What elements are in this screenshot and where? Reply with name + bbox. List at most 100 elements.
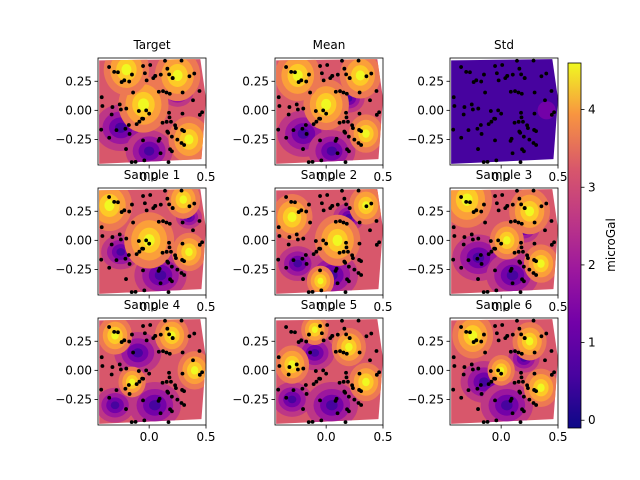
observation-point	[130, 72, 134, 77]
observation-point	[532, 111, 537, 116]
observation-point	[476, 277, 480, 281]
observation-point	[284, 195, 288, 199]
x-tick-label: 0.5	[373, 170, 392, 184]
colorbar-ticks: 0 1 2 3 4	[581, 103, 596, 427]
observation-point	[167, 370, 171, 375]
observation-point	[359, 273, 364, 277]
observation-point	[142, 331, 147, 336]
panel-title: Std	[494, 38, 514, 52]
field-high	[503, 236, 511, 245]
observation-point	[304, 209, 309, 214]
observation-point	[525, 383, 530, 388]
observation-point	[299, 208, 304, 213]
observation-point	[464, 199, 469, 204]
observation-point	[311, 382, 316, 387]
observation-point	[344, 351, 349, 356]
observation-point	[127, 209, 132, 214]
y-tick-label: 0.00	[417, 233, 444, 247]
observation-point	[377, 240, 382, 245]
observation-point	[324, 111, 329, 116]
observation-point	[344, 91, 349, 96]
observation-point	[499, 241, 504, 246]
observation-point	[518, 420, 523, 425]
observation-point	[197, 219, 202, 223]
observation-point	[99, 257, 104, 262]
observation-point	[187, 334, 192, 339]
observation-point	[99, 95, 104, 100]
observation-point	[301, 236, 306, 241]
observation-point	[200, 370, 205, 375]
observation-point	[461, 112, 466, 117]
colorbar-gradient	[567, 62, 582, 429]
observation-point	[151, 76, 156, 81]
y-tick-label: −0.25	[232, 262, 269, 276]
observation-point	[459, 195, 463, 199]
observation-point	[123, 386, 128, 391]
observation-point	[347, 206, 352, 211]
axes-frame	[274, 317, 384, 426]
observation-point	[482, 202, 486, 207]
observation-point	[130, 332, 134, 337]
observation-point	[141, 64, 145, 68]
observation-point	[114, 258, 119, 263]
observation-point	[344, 370, 348, 375]
axes-frame	[274, 187, 384, 296]
observation-point	[356, 58, 361, 63]
observation-point	[317, 376, 322, 381]
observation-point	[117, 362, 122, 367]
observation-point	[180, 111, 185, 116]
observation-point	[451, 95, 456, 100]
observation-point	[164, 350, 169, 355]
observation-point	[485, 289, 490, 294]
observation-point	[503, 336, 508, 341]
observation-point	[319, 71, 324, 76]
observation-point	[493, 194, 497, 198]
observation-point	[163, 58, 167, 63]
field-low	[501, 400, 513, 411]
observation-point	[321, 108, 326, 113]
observation-point	[123, 256, 128, 261]
observation-point	[182, 143, 187, 147]
observation-point	[99, 387, 104, 392]
observation-point	[147, 371, 152, 376]
field-low	[326, 400, 338, 411]
y-tick-label: −0.25	[232, 132, 269, 146]
observation-point	[284, 135, 289, 140]
observation-point	[144, 208, 149, 213]
observation-point	[321, 338, 326, 343]
observation-point	[156, 349, 161, 354]
observation-point	[340, 58, 344, 63]
observation-point	[346, 264, 351, 269]
observation-point	[374, 242, 379, 247]
panel-title: Sample 2	[301, 168, 357, 182]
axes-frame	[449, 187, 559, 296]
observation-point	[300, 126, 305, 131]
observation-point	[295, 367, 300, 372]
observation-point	[518, 390, 523, 395]
observation-point	[519, 91, 524, 96]
observation-point	[167, 202, 172, 207]
observation-point	[341, 350, 346, 355]
observation-point	[325, 323, 330, 327]
y-tick-label: −0.25	[407, 262, 444, 276]
observation-point	[179, 188, 184, 193]
observation-point	[122, 338, 127, 343]
observation-point	[369, 201, 374, 206]
observation-point	[341, 379, 346, 384]
observation-point	[520, 277, 524, 282]
observation-point	[492, 116, 497, 121]
observation-point	[142, 158, 147, 163]
observation-point	[478, 383, 483, 387]
panel-3: 0.25 0.00 −0.25 0.0 0.5 Sample 1	[55, 168, 215, 314]
observation-point	[163, 318, 167, 323]
observation-point	[469, 102, 474, 107]
observation-point	[486, 382, 491, 387]
observation-point	[335, 151, 340, 156]
observation-point	[291, 128, 296, 133]
observation-point	[479, 209, 484, 214]
observation-point	[356, 141, 361, 145]
observation-point	[468, 70, 472, 75]
observation-point	[461, 242, 466, 247]
observation-point	[192, 71, 197, 76]
observation-point	[110, 105, 115, 109]
